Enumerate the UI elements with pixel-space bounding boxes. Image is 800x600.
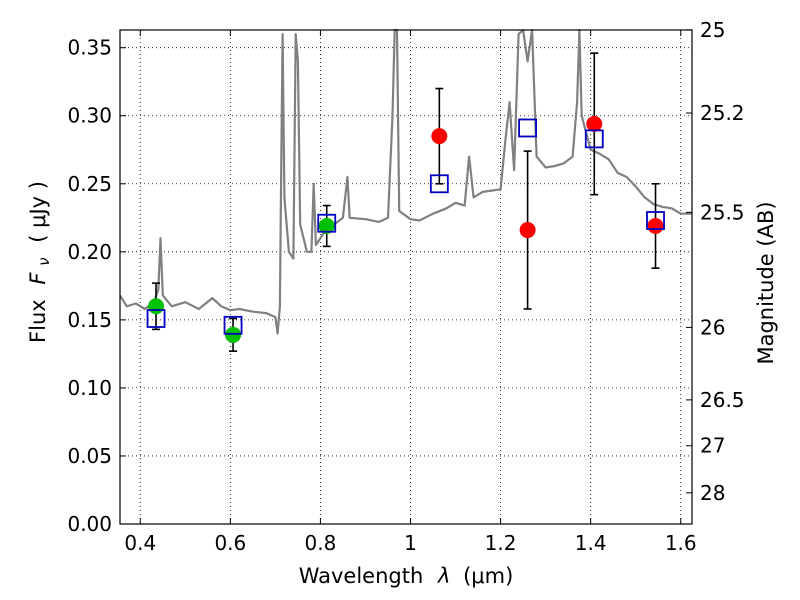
y-tick-label: 0.15	[67, 308, 112, 332]
data-point	[647, 217, 664, 234]
y2-tick-label: 25.5	[700, 200, 745, 224]
data-point	[318, 217, 335, 234]
model-point	[646, 211, 665, 230]
y2-tick-label: 27	[700, 434, 725, 458]
data-point	[148, 298, 165, 315]
x-tick-label: 1.2	[485, 531, 517, 555]
y2-tick-label: 26	[700, 315, 725, 339]
axis-ticks: 0.4 0.6 0.8 1 1.2 1.4 1.6 0.00 0.05 0.10 0.15 0.20 0…	[67, 18, 744, 555]
grid	[120, 30, 692, 525]
y-tick-label: 0.05	[67, 444, 112, 468]
y-tick-label: 0.25	[67, 172, 112, 196]
y2-axis-label: Magnitude (AB)	[754, 201, 778, 364]
y2-tick-label: 28	[700, 481, 725, 505]
y2-tick-label: 25	[700, 18, 725, 42]
x-tick-label: 1	[404, 531, 417, 555]
y-tick-label: 0.00	[67, 512, 112, 536]
y-tick-label: 0.10	[67, 376, 112, 400]
x-axis-label: Wavelength λ (μm)	[299, 564, 514, 588]
plot-frame	[119, 29, 693, 525]
y-axis-label-symbol: F	[26, 272, 50, 285]
y-axis-label: Flux F ν ( μJy )	[26, 181, 54, 343]
model-point	[584, 129, 604, 149]
x-axis-label-symbol: λ	[437, 564, 450, 588]
x-tick-label: 1.4	[575, 531, 607, 555]
x-tick-label: 0.8	[305, 531, 337, 555]
x-axis-label-text: Wavelength	[299, 564, 424, 588]
data-markers	[146, 115, 665, 343]
x-tick-label: 0.4	[124, 531, 156, 555]
model-point	[429, 174, 449, 194]
x-axis-label-unit: (μm)	[463, 564, 513, 588]
spectrum-path	[119, 28, 692, 335]
model-point	[518, 118, 538, 138]
y2-tick-label: 25.2	[700, 101, 745, 125]
y-axis-label-subscript: ν	[35, 257, 53, 265]
y-tick-label: 0.35	[67, 36, 112, 60]
y-axis-label-unit: ( μJy )	[26, 181, 50, 243]
data-point	[586, 115, 603, 132]
x-tick-label: 1.6	[665, 531, 697, 555]
model-point	[146, 309, 166, 328]
x-tick-label: 0.6	[214, 531, 246, 555]
error-bars	[152, 52, 660, 352]
y-tick-label: 0.30	[67, 104, 112, 128]
spectrum-line	[119, 28, 692, 335]
y2-tick-label: 26.5	[700, 388, 745, 412]
model-point	[223, 315, 243, 335]
data-point	[431, 128, 448, 145]
data-point	[225, 326, 242, 343]
y-tick-label: 0.20	[67, 240, 112, 264]
data-point	[519, 222, 536, 239]
y-axis-label-text: Flux	[26, 299, 50, 343]
model-point	[317, 213, 337, 233]
